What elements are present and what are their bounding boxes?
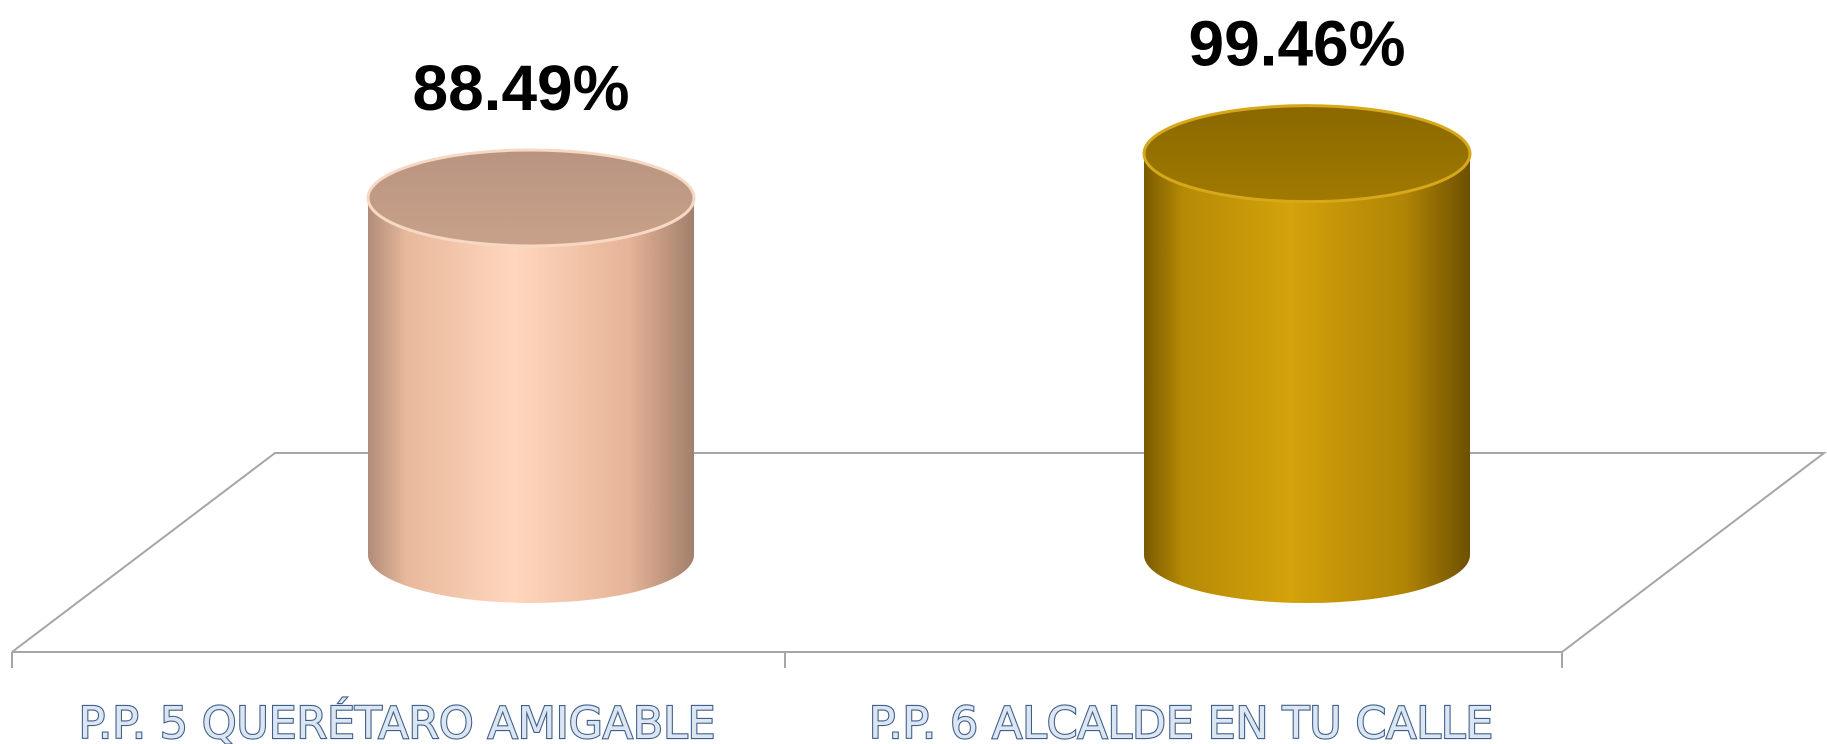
category-labels: P.P. 5 QUERÉTARO AMIGABLE P.P. 6 ALCALDE …	[78, 695, 1495, 744]
bars-layer	[366, 104, 1472, 603]
category-label-1: P.P. 5 QUERÉTARO AMIGABLE	[79, 696, 716, 744]
chart-floor	[11, 452, 1827, 668]
bar-2	[1142, 104, 1472, 603]
bar-body	[368, 197, 694, 603]
bar-top-cap	[1142, 104, 1472, 204]
labels-layer: 88.49% 99.46%	[412, 8, 1405, 124]
bar-top-cap	[366, 148, 696, 248]
bar-body	[1144, 153, 1470, 603]
bar-1	[366, 148, 696, 603]
data-label-2: 99.46%	[1188, 8, 1405, 80]
data-label-1: 88.49%	[412, 52, 629, 124]
category-label-2: P.P. 6 ALCALDE EN TU CALLE	[869, 698, 1493, 744]
